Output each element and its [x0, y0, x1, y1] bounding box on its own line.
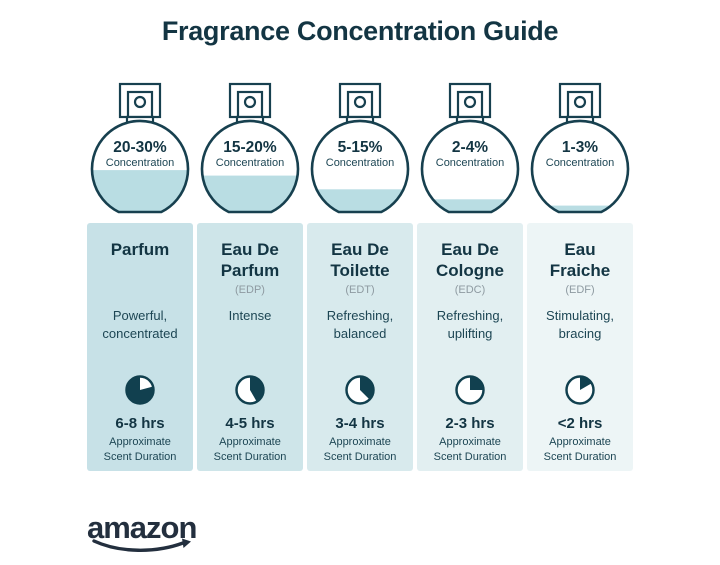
- fragrance-type-title: Eau De Parfum: [220, 240, 280, 280]
- perfume-bottle-icon: 1-3% Concentration: [530, 82, 630, 214]
- scent-duration-note: Approximate Scent Duration: [433, 436, 507, 463]
- clock-icon: [125, 375, 155, 405]
- clock-fill: [580, 376, 592, 390]
- footer: amazon: [87, 512, 207, 556]
- spray-nozzle-icon: [133, 95, 147, 109]
- scent-duration: 4-5 hrs: [225, 415, 275, 432]
- fragrance-type-title: Eau Fraiche: [549, 240, 611, 280]
- fragrance-type-title: Eau De Cologne: [436, 240, 504, 280]
- card-parfum: Parfum Powerful, concentrated 6-8 hrs Ap…: [87, 223, 193, 471]
- perfume-bottle-icon: 20-30% Concentration: [90, 82, 190, 214]
- card-eau-fraiche: Eau Fraiche (EDF) Stimulating, bracing <…: [527, 223, 633, 471]
- bottle-liquid-fill: [312, 189, 409, 213]
- clock-fill: [470, 376, 484, 390]
- concentration-label: Concentration: [326, 157, 395, 169]
- clock-icon: [455, 375, 485, 405]
- bottle-liquid-fill: [202, 175, 299, 212]
- clock-fill: [360, 376, 374, 400]
- concentration-label: Concentration: [436, 157, 505, 169]
- scent-duration: <2 hrs: [557, 415, 603, 432]
- clock-icon: [235, 375, 265, 405]
- card-eau-de-cologne: Eau De Cologne (EDC) Refreshing, uplifti…: [417, 223, 523, 471]
- amazon-smile-icon: [92, 538, 191, 552]
- concentration-label: Concentration: [106, 157, 175, 169]
- scent-duration-note: Approximate Scent Duration: [213, 436, 287, 463]
- fragrance-description: Intense: [228, 308, 272, 323]
- fragrance-abbr: (EDT): [345, 284, 375, 297]
- scent-duration-note: Approximate Scent Duration: [103, 436, 177, 463]
- bottle-liquid-fill: [532, 205, 629, 212]
- spray-nozzle-icon: [243, 95, 257, 109]
- spray-nozzle-icon: [463, 95, 477, 109]
- concentration-percent: 20-30%: [113, 139, 167, 156]
- fragrance-abbr: (EDC): [454, 284, 486, 297]
- card-eau-de-toilette: Eau De Toilette (EDT) Refreshing, balanc…: [307, 223, 413, 471]
- bottle-column-eau-de-toilette: 5-15% Concentration: [307, 77, 413, 217]
- page-title: Fragrance Concentration Guide: [161, 16, 559, 46]
- bottle-liquid-fill: [422, 199, 519, 212]
- fragrance-description: Refreshing, uplifting: [436, 308, 504, 342]
- concentration-percent: 5-15%: [338, 139, 383, 156]
- fragrance-description: Refreshing, balanced: [326, 308, 394, 342]
- cards-row: Parfum Powerful, concentrated 6-8 hrs Ap…: [87, 223, 633, 471]
- concentration-percent: 1-3%: [562, 139, 598, 156]
- bottle-column-eau-de-parfum: 15-20% Concentration: [197, 77, 303, 217]
- spray-nozzle-icon: [353, 95, 367, 109]
- card-eau-de-parfum: Eau De Parfum (EDP) Intense 4-5 hrs Appr…: [197, 223, 303, 471]
- scent-duration: 6-8 hrs: [115, 415, 165, 432]
- bottle-liquid-fill: [92, 170, 189, 212]
- clock-icon: [345, 375, 375, 405]
- scent-duration-note: Approximate Scent Duration: [543, 436, 617, 463]
- fragrance-guide-page: Fragrance Concentration Guide 20-30% Con…: [0, 16, 720, 552]
- fragrance-type-title: Eau De Toilette: [330, 240, 390, 280]
- clock-icon: [565, 375, 595, 405]
- amazon-logo-text: amazon: [87, 510, 197, 545]
- amazon-logo: amazon: [87, 512, 207, 556]
- spray-nozzle-icon: [573, 95, 587, 109]
- concentration-label: Concentration: [546, 157, 615, 169]
- scent-duration: 2-3 hrs: [445, 415, 495, 432]
- fragrance-description: Powerful, concentrated: [102, 308, 178, 342]
- bottle-column-eau-de-cologne: 2-4% Concentration: [417, 77, 523, 217]
- perfume-bottle-icon: 5-15% Concentration: [310, 82, 410, 214]
- concentration-percent: 15-20%: [223, 139, 277, 156]
- perfume-bottle-icon: 2-4% Concentration: [420, 82, 520, 214]
- bottles-row: 20-30% Concentration 15-20% Concentratio…: [87, 77, 633, 217]
- concentration-label: Concentration: [216, 157, 285, 169]
- clock-fill: [126, 376, 154, 404]
- clock-fill: [250, 376, 264, 402]
- fragrance-type-title: Parfum: [110, 240, 170, 259]
- bottle-column-parfum: 20-30% Concentration: [87, 77, 193, 217]
- fragrance-abbr: (EDF): [565, 284, 595, 297]
- scent-duration: 3-4 hrs: [335, 415, 385, 432]
- bottle-column-eau-fraiche: 1-3% Concentration: [527, 77, 633, 217]
- scent-duration-note: Approximate Scent Duration: [323, 436, 397, 463]
- perfume-bottle-icon: 15-20% Concentration: [200, 82, 300, 214]
- concentration-percent: 2-4%: [452, 139, 488, 156]
- fragrance-description: Stimulating, bracing: [546, 308, 614, 342]
- fragrance-abbr: (EDP): [235, 284, 265, 297]
